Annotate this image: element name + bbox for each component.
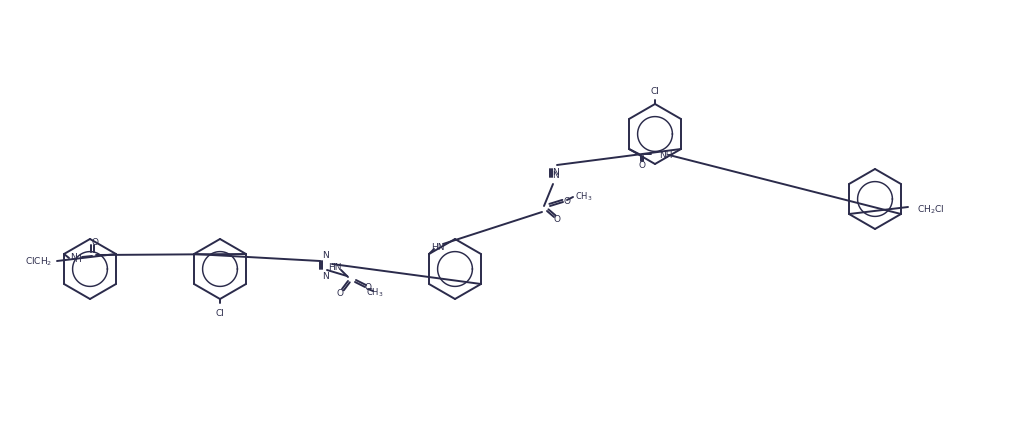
Text: O: O bbox=[92, 238, 99, 247]
Text: Cl: Cl bbox=[215, 308, 224, 317]
Text: O: O bbox=[639, 160, 645, 169]
Text: N: N bbox=[552, 168, 559, 177]
Text: NH: NH bbox=[659, 150, 673, 159]
Text: N: N bbox=[322, 250, 328, 260]
Text: CH$_3$: CH$_3$ bbox=[366, 286, 384, 299]
Text: CH$_2$Cl: CH$_2$Cl bbox=[917, 203, 945, 216]
Text: N: N bbox=[70, 252, 76, 261]
Text: O: O bbox=[554, 215, 561, 224]
Text: HN: HN bbox=[328, 263, 342, 272]
Text: HN: HN bbox=[431, 243, 445, 252]
Text: N: N bbox=[552, 171, 559, 180]
Text: Cl: Cl bbox=[650, 87, 660, 96]
Text: O: O bbox=[364, 283, 371, 292]
Text: H: H bbox=[74, 255, 80, 264]
Text: O: O bbox=[564, 197, 570, 206]
Text: CH$_3$: CH$_3$ bbox=[575, 191, 593, 203]
Text: ClCH$_2$: ClCH$_2$ bbox=[25, 255, 52, 268]
Text: N: N bbox=[322, 271, 328, 280]
Text: O: O bbox=[336, 288, 344, 297]
